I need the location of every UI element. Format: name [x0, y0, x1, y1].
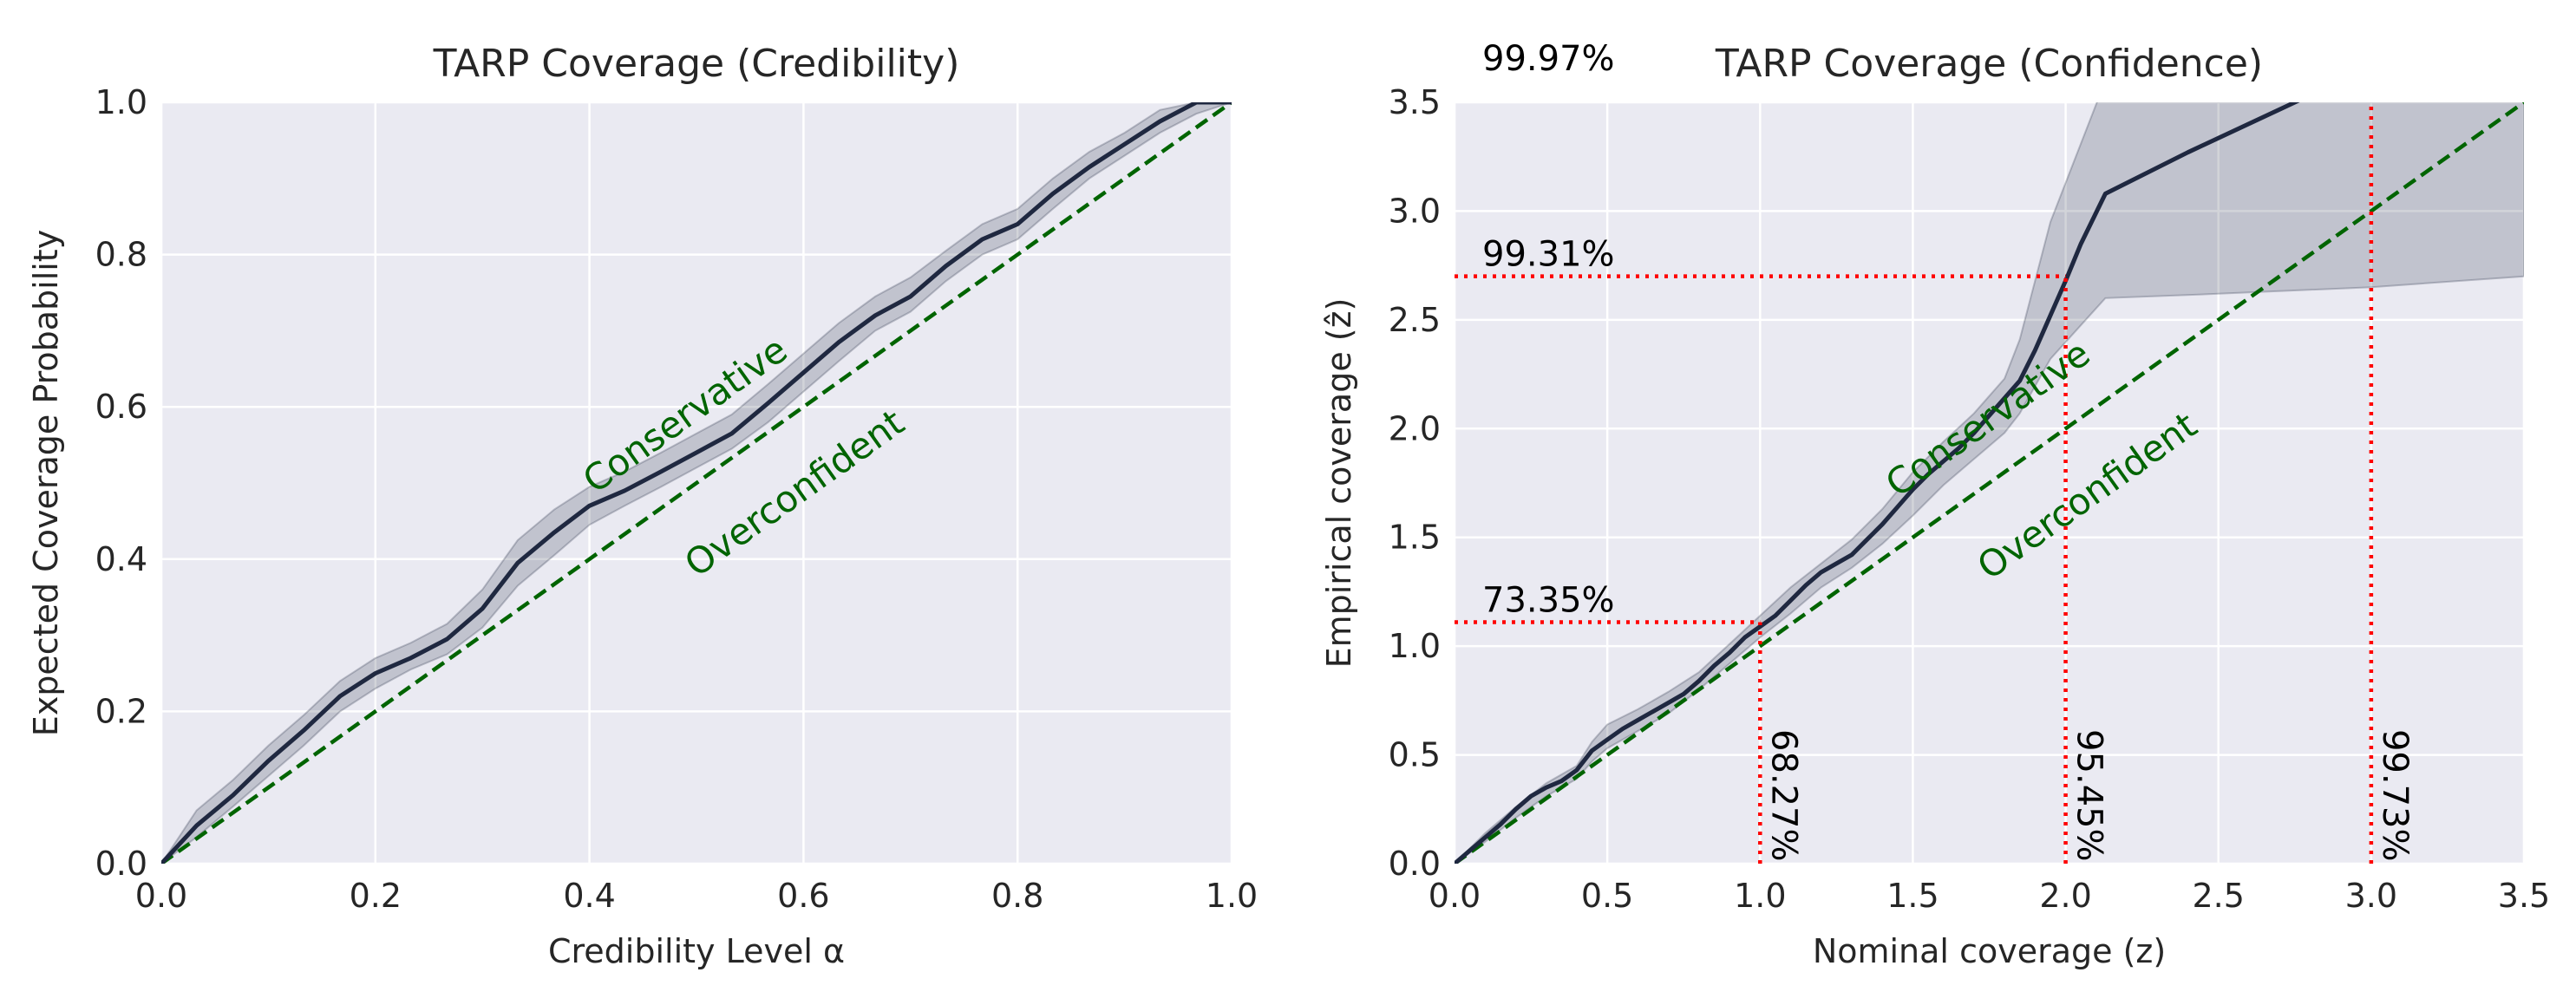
- confidence-y-tick-label: 1.5: [1389, 519, 1441, 557]
- confidence-x-tick-label: 1.5: [1886, 877, 1939, 915]
- credibility-line-layer: [161, 102, 1232, 864]
- credibility-grid: [160, 101, 1233, 865]
- credibility-y-tick-label: 1.0: [95, 83, 147, 121]
- confidence-x-tick-label: 2.0: [2039, 877, 2091, 915]
- confidence-y-axis-label: Empirical coverage (ẑ): [1320, 298, 1358, 669]
- confidence-guide-label: 73.35%: [1482, 581, 1615, 621]
- confidence-guide-label: 68.27%: [1763, 729, 1803, 862]
- confidence-x-tick-label: 0.5: [1581, 877, 1633, 915]
- confidence-x-tick-label: 3.0: [2345, 877, 2397, 915]
- confidence-y-tick-label: 0.0: [1389, 845, 1441, 883]
- credibility-reference-line: [161, 102, 1232, 864]
- confidence-y-tick-label: 1.0: [1389, 627, 1441, 665]
- confidence-guide-label: 99.73%: [2375, 729, 2415, 862]
- credibility-coverage-line: [161, 102, 1232, 864]
- confidence-line-layer: [1455, 102, 2300, 864]
- credibility-chart-title: TARP Coverage (Credibility): [433, 42, 960, 86]
- credibility-y-tick-label: 0.0: [95, 845, 147, 883]
- confidence-reference-line: [1455, 102, 2524, 864]
- credibility-y-tick-label: 0.8: [95, 236, 147, 274]
- credibility-x-tick-label: 0.0: [135, 877, 187, 915]
- confidence-y-tick-label: 2.0: [1389, 409, 1441, 447]
- confidence-chart-title: TARP Coverage (Confidence): [1715, 42, 2263, 86]
- credibility-x-tick-label: 0.8: [991, 877, 1043, 915]
- credibility-y-tick-label: 0.6: [95, 388, 147, 426]
- confidence-x-tick-label: 3.5: [2498, 877, 2550, 915]
- confidence-y-tick-label: 0.5: [1389, 736, 1441, 774]
- credibility-x-axis-label: Credibility Level α: [548, 932, 845, 970]
- confidence-coverage-line: [1455, 102, 2300, 864]
- confidence-y-tick-label: 2.5: [1389, 301, 1441, 339]
- credibility-band-layer: [161, 102, 1232, 864]
- confidence-x-tick-label: 1.0: [1734, 877, 1786, 915]
- confidence-guide-label: 99.31%: [1482, 235, 1615, 275]
- confidence-guides: 68.27% 95.45% 99.73% 73.35% 99.31% 99.97%: [1455, 39, 2415, 864]
- credibility-y-axis-label: Expected Coverage Probability: [27, 230, 65, 736]
- credibility-y-tick-label: 0.2: [95, 692, 147, 730]
- confidence-y-tick-label: 3.0: [1389, 192, 1441, 230]
- confidence-x-tick-label: 0.0: [1429, 877, 1481, 915]
- credibility-uncertainty-band: [161, 102, 1232, 864]
- confidence-chart: 68.27% 95.45% 99.73% 73.35% 99.31% 99.97% 0.0…: [1320, 39, 2550, 970]
- confidence-reference-layer: [1455, 102, 2524, 864]
- credibility-x-tick-label: 0.4: [563, 877, 615, 915]
- credibility-reference-layer: [161, 102, 1232, 864]
- credibility-x-tick-label: 0.2: [350, 877, 402, 915]
- credibility-ticks: 0.0 0.2 0.4 0.6 0.8 1.0 0.0 0.2 0.4 0.6 0.8 1.0: [95, 83, 1259, 915]
- credibility-x-tick-label: 0.6: [777, 877, 829, 915]
- confidence-guide-label: 99.97%: [1482, 39, 1615, 79]
- confidence-y-tick-label: 3.5: [1389, 83, 1441, 121]
- confidence-ticks: 0.0 0.5 1.0 1.5 2.0 2.5 3.0 3.5 0.0 0.5 1.0 1.5 2.0 2…: [1389, 83, 2551, 915]
- credibility-y-tick-label: 0.4: [95, 540, 147, 578]
- confidence-x-tick-label: 2.5: [2192, 877, 2244, 915]
- confidence-x-axis-label: Nominal coverage (z): [1813, 932, 2166, 970]
- credibility-chart: 0.0 0.2 0.4 0.6 0.8 1.00.00.20.40.60.81.0 Con…: [27, 42, 1258, 970]
- confidence-guide-label: 95.45%: [2069, 729, 2109, 862]
- credibility-x-tick-label: 1.0: [1206, 877, 1258, 915]
